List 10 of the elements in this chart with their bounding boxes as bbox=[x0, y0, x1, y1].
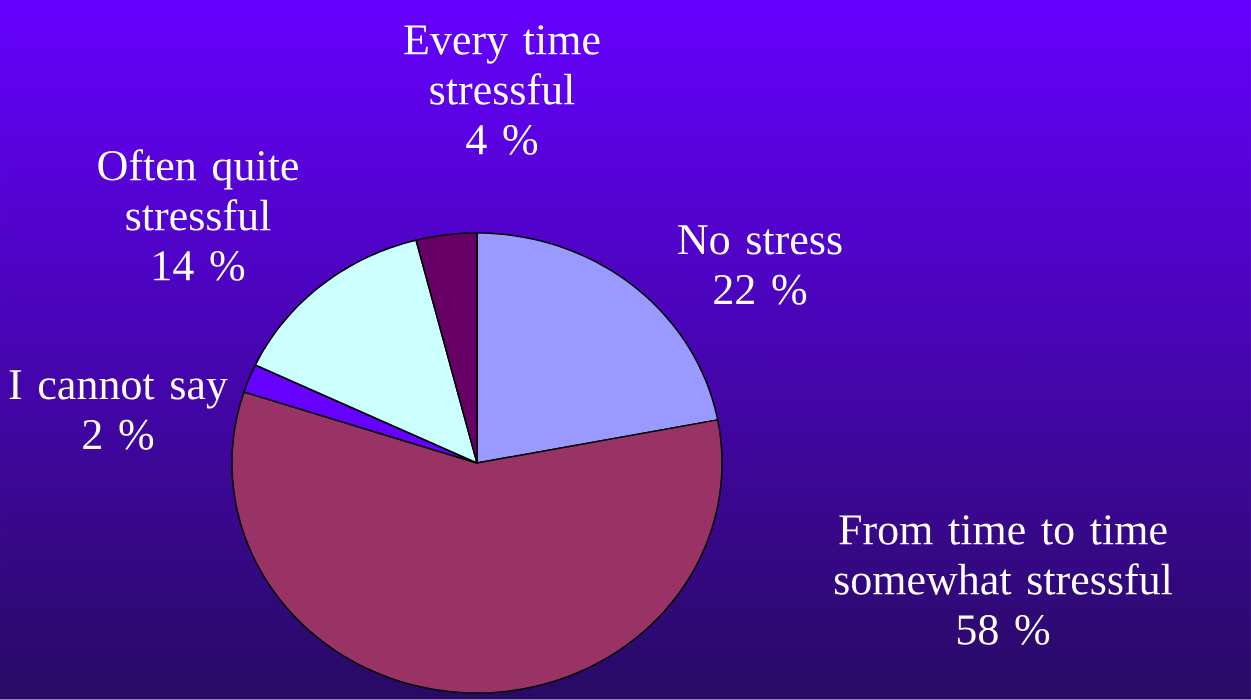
data-label: 14 % bbox=[154, 250, 245, 281]
slice-label: Often quite stressful bbox=[98, 149, 298, 231]
slice-label: No stress bbox=[678, 225, 842, 255]
data-label: 58 % bbox=[957, 615, 1050, 645]
data-label: 2 % bbox=[83, 419, 154, 450]
slice-label: Every time stressful bbox=[404, 25, 600, 105]
slice-label: From time to time somewhat stressful bbox=[834, 515, 1172, 595]
data-label: 22 % bbox=[714, 274, 807, 305]
data-label: 4 % bbox=[466, 125, 538, 155]
slice-label: I cannot say bbox=[9, 370, 228, 409]
